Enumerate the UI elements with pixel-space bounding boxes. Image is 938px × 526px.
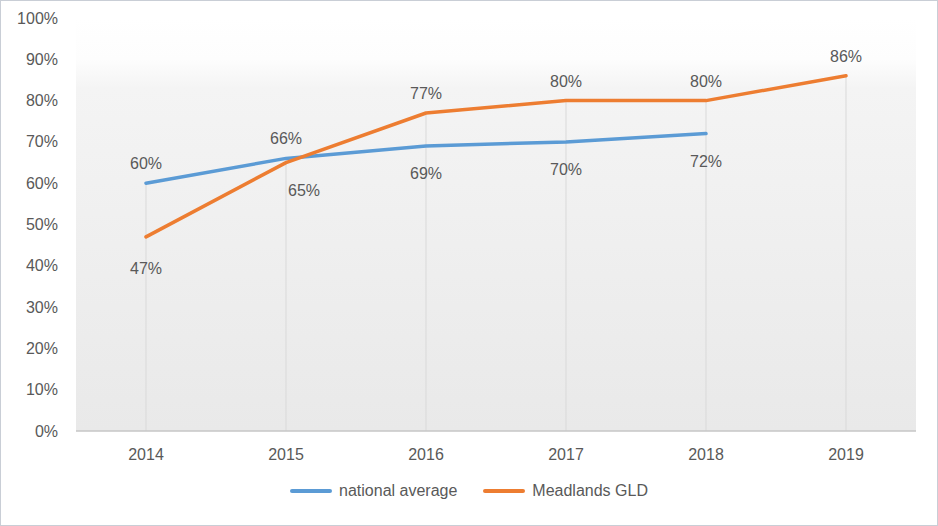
legend-label: national average — [339, 482, 457, 500]
data-label-meadlands-gld: 65% — [288, 182, 320, 199]
data-label-national-average: 70% — [550, 161, 582, 178]
legend-label: Meadlands GLD — [532, 482, 648, 500]
data-label-national-average: 72% — [690, 153, 722, 170]
y-tick-label: 20% — [26, 340, 58, 357]
y-tick-label: 30% — [26, 299, 58, 316]
y-tick-label: 50% — [26, 216, 58, 233]
y-tick-label: 100% — [17, 10, 58, 27]
x-tick-label: 2017 — [548, 446, 584, 463]
data-label-national-average: 66% — [270, 130, 302, 147]
data-label-meadlands-gld: 47% — [130, 260, 162, 277]
chart-legend: national average Meadlands GLD — [1, 482, 937, 500]
y-tick-label: 70% — [26, 133, 58, 150]
data-label-national-average: 60% — [130, 155, 162, 172]
legend-line-swatch-blue — [290, 489, 332, 493]
y-tick-label: 90% — [26, 51, 58, 68]
line-chart: 60% 66% 69% 70% 72% 47% 65% 77% 80% 80% 86% 0% 10% 20… — [1, 1, 938, 526]
x-tick-label: 2015 — [268, 446, 304, 463]
data-label-meadlands-gld: 80% — [550, 73, 582, 90]
x-tick-label: 2016 — [408, 446, 444, 463]
plot-area — [76, 18, 916, 431]
data-label-meadlands-gld: 80% — [690, 73, 722, 90]
data-label-meadlands-gld: 77% — [410, 85, 442, 102]
x-tick-label: 2019 — [828, 446, 864, 463]
x-tick-label: 2014 — [128, 446, 164, 463]
legend-item-national-average: national average — [290, 482, 457, 500]
y-tick-label: 80% — [26, 92, 58, 109]
chart-container: 60% 66% 69% 70% 72% 47% 65% 77% 80% 80% 86% 0% 10% 20… — [0, 0, 938, 526]
y-tick-label: 40% — [26, 257, 58, 274]
y-tick-label: 60% — [26, 175, 58, 192]
legend-line-swatch-orange — [483, 489, 525, 493]
y-tick-label: 0% — [35, 423, 58, 440]
legend-item-meadlands-gld: Meadlands GLD — [483, 482, 648, 500]
x-tick-label: 2018 — [688, 446, 724, 463]
y-tick-label: 10% — [26, 381, 58, 398]
data-label-national-average: 69% — [410, 165, 442, 182]
data-label-meadlands-gld: 86% — [830, 48, 862, 65]
